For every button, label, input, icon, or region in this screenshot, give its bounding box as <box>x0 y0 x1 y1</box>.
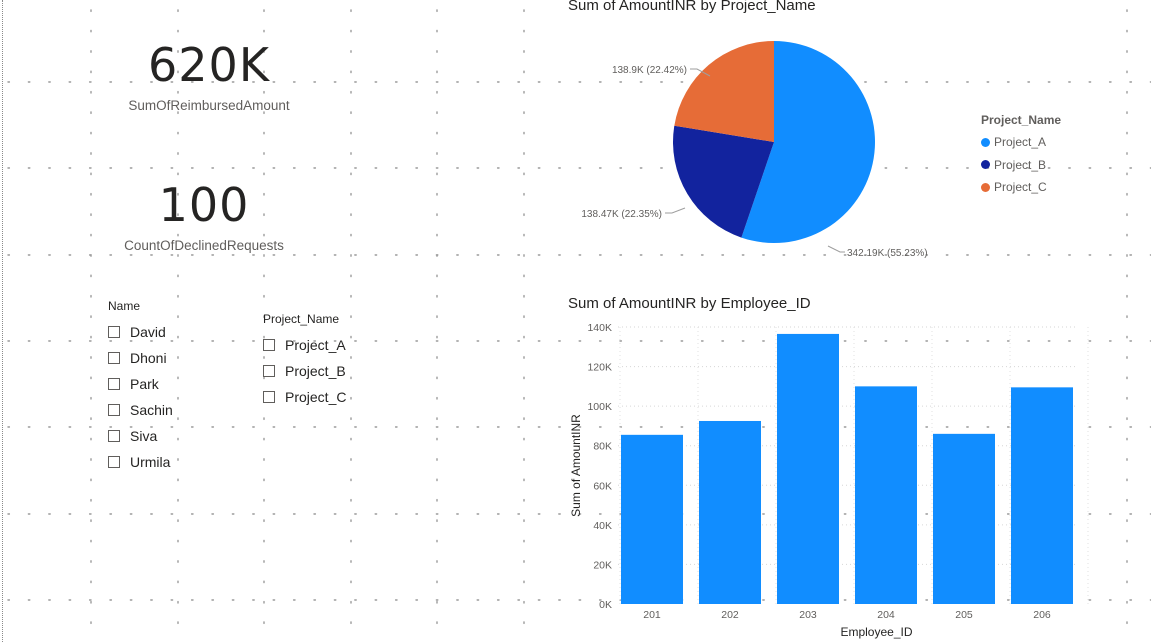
leader-line <box>690 68 711 77</box>
pie-slice-project-b[interactable] <box>673 125 774 238</box>
slicer-item-siva[interactable]: Siva <box>108 423 173 449</box>
leader-line <box>665 207 686 214</box>
legend-item-project-b[interactable]: Project_B <box>981 154 1061 177</box>
y-tick-label: 120K <box>587 362 612 374</box>
slicer-item-label: Project_A <box>285 337 346 353</box>
checkbox[interactable] <box>263 391 275 403</box>
bar-202[interactable] <box>699 420 761 604</box>
checkbox[interactable] <box>263 365 275 377</box>
pie-slice-project-a[interactable] <box>741 41 875 243</box>
y-tick-label: 40K <box>593 520 612 532</box>
checkbox[interactable] <box>108 326 120 338</box>
legend-label: Project_C <box>994 180 1047 195</box>
data-label: 342.19K (55.23%) <box>847 248 928 259</box>
slicer-item-project-a[interactable]: Project_A <box>263 332 346 358</box>
slicer-item-label: Project_C <box>285 389 347 405</box>
slicer-item-urmila[interactable]: Urmila <box>108 449 173 475</box>
bar-205[interactable] <box>933 433 995 604</box>
slicer-item-label: Project_B <box>285 363 346 379</box>
legend-dot <box>981 160 990 170</box>
legend-title: Project_Name <box>981 113 1062 127</box>
slicer-item-david[interactable]: David <box>108 319 173 345</box>
y-tick-label: 140K <box>587 322 612 334</box>
data-label: 138.47K (22.35%) <box>581 209 662 220</box>
legend-item-project-c[interactable]: Project_C <box>981 176 1061 199</box>
x-tick-label: 205 <box>955 609 973 621</box>
kpi-value: 620K <box>148 38 270 92</box>
x-tick-label: 204 <box>877 609 895 621</box>
pie-chart-title: Sum of AmountINR by Project_Name <box>568 0 816 14</box>
slicer-item-project-b[interactable]: Project_B <box>263 358 346 384</box>
y-tick-label: 0K <box>599 599 612 611</box>
pie-slice-project-c[interactable] <box>674 41 774 142</box>
bar-206[interactable] <box>1011 387 1073 604</box>
slicer-header: Name <box>108 299 141 313</box>
project-slicer: Project_Name Project_A Project_B Project… <box>263 312 346 410</box>
y-axis-title: Sum of AmountINR <box>569 414 583 517</box>
bar-chart[interactable]: 0K 20K 40K 60K 80K 100K 120K 140K 201 202 203 204 20… <box>560 320 1151 642</box>
slicer-item-project-c[interactable]: Project_C <box>263 384 346 410</box>
slicer-item-label: Dhoni <box>130 350 167 366</box>
legend-label: Project_A <box>994 135 1047 150</box>
slicer-item-label: David <box>130 324 166 340</box>
slicer-item-sachin[interactable]: Sachin <box>108 397 173 423</box>
kpi-card-declined[interactable]: 100 CountOfDeclinedRequests <box>99 182 309 253</box>
y-tick-label: 60K <box>593 480 612 492</box>
data-label: 138.9K (22.42%) <box>612 65 687 76</box>
checkbox[interactable] <box>108 378 120 390</box>
slicer-item-label: Park <box>130 376 159 392</box>
checkbox[interactable] <box>108 456 120 468</box>
kpi-label: CountOfDeclinedRequests <box>124 238 284 253</box>
name-slicer: Name David Dhoni Park Sachin Siva Urmila <box>108 299 173 475</box>
checkbox[interactable] <box>108 352 120 364</box>
bar-201[interactable] <box>621 434 683 604</box>
x-tick-label: 206 <box>1033 609 1051 621</box>
slicer-item-label: Siva <box>130 428 158 444</box>
bar-chart-title: Sum of AmountINR by Employee_ID <box>568 295 811 312</box>
y-tick-label: 80K <box>593 441 612 453</box>
kpi-card-reimbursed[interactable]: 620K SumOfReimbursedAmount <box>104 42 314 113</box>
x-tick-label: 203 <box>799 609 817 621</box>
x-tick-label: 202 <box>721 609 739 621</box>
pie-legend: Project_Name Project_A Project_B Project… <box>981 113 1061 199</box>
y-tick-label: 20K <box>593 559 612 571</box>
checkbox[interactable] <box>108 430 120 442</box>
y-tick-label: 100K <box>587 401 612 413</box>
slicer-item-dhoni[interactable]: Dhoni <box>108 345 173 371</box>
checkbox[interactable] <box>263 339 275 351</box>
checkbox[interactable] <box>108 404 120 416</box>
x-axis-title: Employee_ID <box>840 625 912 639</box>
kpi-label: SumOfReimbursedAmount <box>128 98 290 113</box>
kpi-value: 100 <box>158 178 250 232</box>
x-tick-label: 201 <box>643 609 661 621</box>
legend-label: Project_B <box>994 157 1047 172</box>
canvas-left-border <box>2 0 3 642</box>
slicer-item-park[interactable]: Park <box>108 371 173 397</box>
bar-203[interactable] <box>777 333 839 604</box>
pie-chart[interactable]: 342.19K (55.23%) 138.47K (22.35%) 138.9K (… <box>560 10 1140 300</box>
legend-dot <box>981 182 990 192</box>
slicer-item-label: Urmila <box>130 454 171 470</box>
bar-204[interactable] <box>855 386 917 604</box>
leader-line <box>827 245 845 253</box>
slicer-item-label: Sachin <box>130 402 173 418</box>
legend-item-project-a[interactable]: Project_A <box>981 131 1061 154</box>
legend-dot <box>981 137 990 147</box>
slicer-header: Project_Name <box>263 312 340 326</box>
